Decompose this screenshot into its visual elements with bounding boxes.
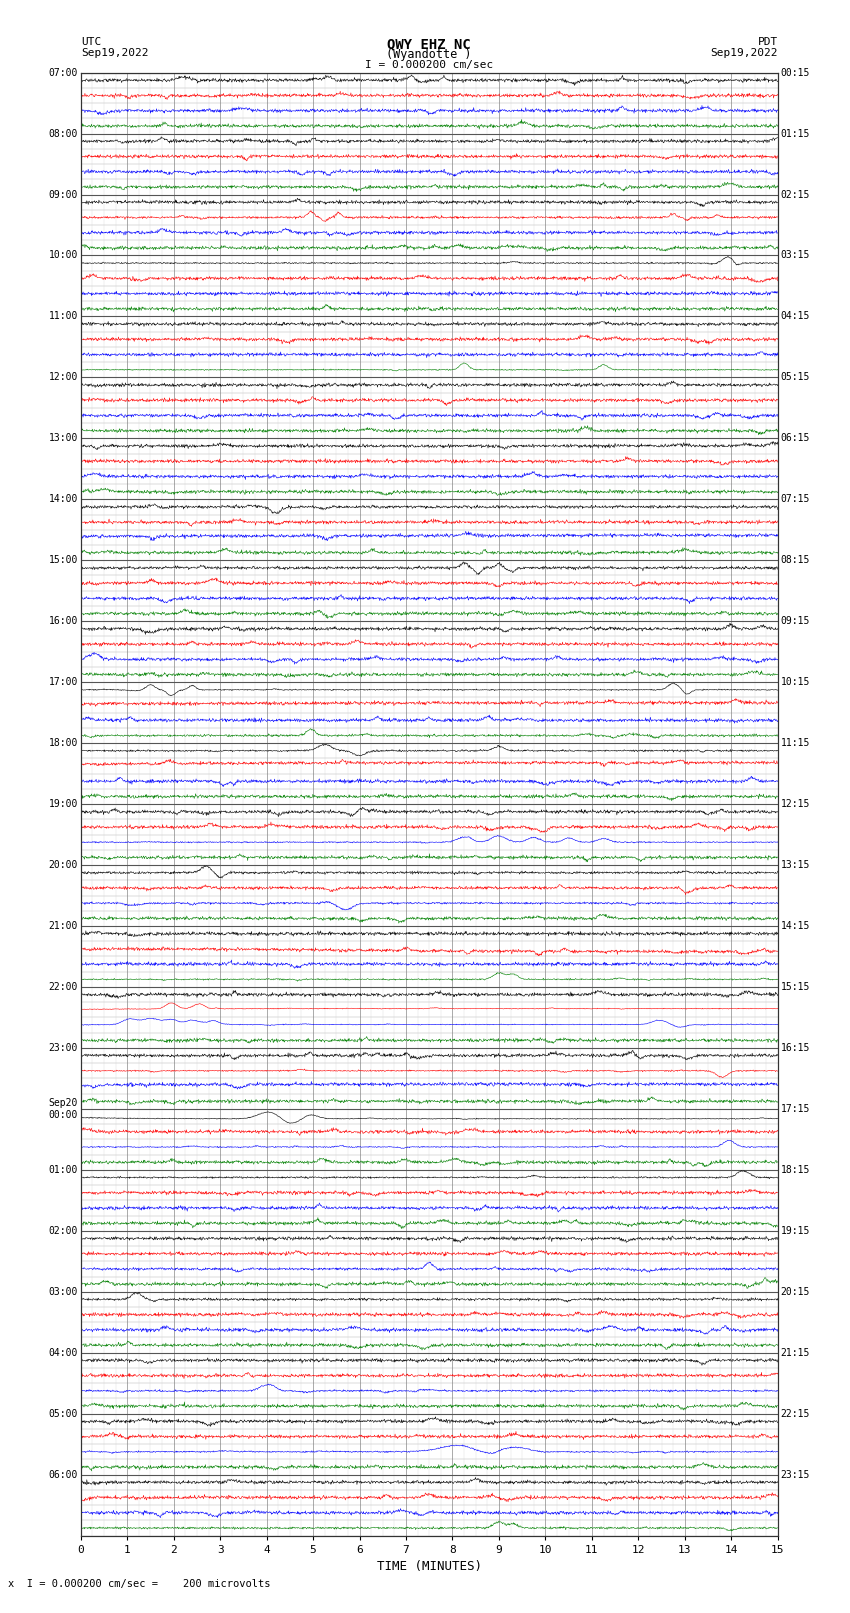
Text: PDT: PDT (757, 37, 778, 47)
Text: QWY EHZ NC: QWY EHZ NC (388, 37, 471, 52)
Text: x  I = 0.000200 cm/sec =    200 microvolts: x I = 0.000200 cm/sec = 200 microvolts (8, 1579, 271, 1589)
Text: I = 0.000200 cm/sec: I = 0.000200 cm/sec (366, 60, 493, 69)
Text: Sep19,2022: Sep19,2022 (711, 48, 778, 58)
X-axis label: TIME (MINUTES): TIME (MINUTES) (377, 1560, 482, 1573)
Text: Sep19,2022: Sep19,2022 (81, 48, 148, 58)
Text: UTC: UTC (81, 37, 101, 47)
Text: (Wyandotte ): (Wyandotte ) (387, 48, 472, 61)
